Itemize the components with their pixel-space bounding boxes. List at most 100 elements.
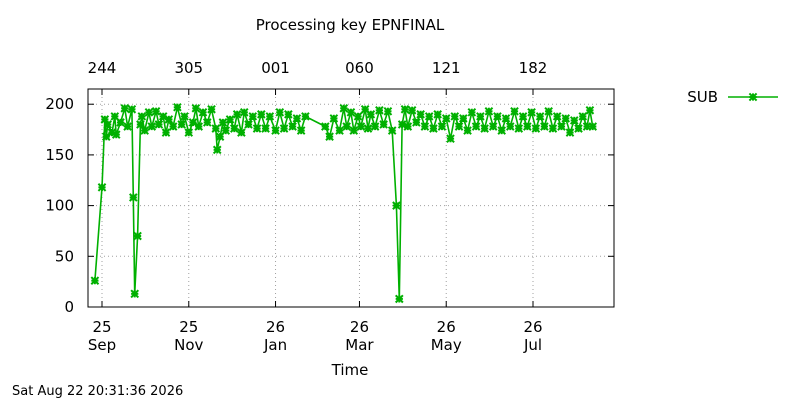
data-point <box>518 112 528 121</box>
data-point <box>218 118 228 127</box>
data-point <box>574 124 583 133</box>
data-point <box>353 112 363 121</box>
data-point <box>450 112 460 121</box>
data-point <box>387 126 397 135</box>
x-tick-label-day: 26 <box>350 318 369 336</box>
data-point <box>184 128 194 137</box>
data-point <box>111 130 121 139</box>
data-point <box>366 110 376 119</box>
data-point <box>147 122 157 131</box>
data-point <box>252 124 262 133</box>
data-point <box>565 128 575 137</box>
data-point <box>194 122 204 131</box>
data-point <box>103 120 112 129</box>
top-tick-label: 060 <box>345 59 374 77</box>
x-tick-label-month: Mar <box>345 336 374 354</box>
data-point <box>360 104 370 114</box>
data-point <box>407 105 417 115</box>
data-point <box>392 201 401 210</box>
data-point <box>505 122 515 131</box>
data-point <box>244 120 253 129</box>
data-point <box>292 114 302 123</box>
x-tick-label-day: 26 <box>523 318 542 336</box>
data-point <box>544 106 553 116</box>
data-point <box>557 122 566 131</box>
data-point <box>349 126 359 135</box>
axes: 05010015020025Sep25Nov26Jan26Mar26May26J… <box>45 59 614 354</box>
data-point <box>578 112 588 121</box>
data-point <box>128 193 138 202</box>
data-point <box>375 105 384 115</box>
data-point <box>207 104 216 114</box>
data-point <box>154 120 164 129</box>
legend: SUB <box>687 88 778 106</box>
y-tick-label: 150 <box>45 146 74 164</box>
x-tick-label-day: 25 <box>179 318 198 336</box>
data-point <box>296 126 306 135</box>
x-tick-label-month: Nov <box>174 336 203 354</box>
data-point <box>173 102 182 112</box>
data-point <box>471 122 481 131</box>
data-point <box>279 124 289 133</box>
data-point <box>480 124 489 133</box>
data-point <box>248 112 258 121</box>
data-point <box>140 126 149 135</box>
top-tick-label: 305 <box>174 59 203 77</box>
data-point <box>531 124 541 133</box>
data-point <box>561 114 571 123</box>
data-point <box>261 124 270 133</box>
timestamp: Sat Aug 22 20:31:36 2026 <box>12 384 183 399</box>
data-point <box>424 112 434 121</box>
x-axis-label: Time <box>331 361 369 379</box>
data-point <box>168 122 178 131</box>
data-point <box>301 112 310 121</box>
data-point <box>101 132 111 141</box>
data-point <box>416 110 425 119</box>
plot-frame <box>87 88 615 308</box>
data-point <box>271 126 280 135</box>
x-tick-label-month: May <box>431 336 462 354</box>
data-point <box>265 112 275 121</box>
x-tick-label-month: Jul <box>523 336 542 354</box>
data-point <box>335 126 344 135</box>
series-sub <box>90 102 598 304</box>
data-point <box>110 112 120 121</box>
data-point <box>288 122 297 131</box>
y-tick-label: 50 <box>55 247 74 265</box>
data-point <box>484 106 494 116</box>
data-point <box>191 103 201 113</box>
data-point <box>585 105 595 115</box>
data-point <box>151 106 161 116</box>
data-point <box>137 112 147 121</box>
x-tick-label-day: 26 <box>266 318 285 336</box>
data-point <box>394 294 404 304</box>
data-point <box>164 115 174 124</box>
data-point <box>211 124 221 133</box>
data-point <box>501 114 511 123</box>
data-point <box>433 110 443 119</box>
data-point <box>237 128 246 137</box>
data-point <box>239 108 249 117</box>
data-point <box>535 112 545 121</box>
data-point <box>136 120 145 129</box>
data-point <box>221 126 231 135</box>
data-point <box>458 114 468 123</box>
data-point <box>212 145 222 155</box>
data-point <box>476 112 485 121</box>
data-point <box>325 132 334 141</box>
data-point <box>446 134 455 143</box>
data-point <box>97 183 107 192</box>
data-point <box>523 122 532 131</box>
data-point <box>356 122 366 131</box>
data-point <box>548 124 558 133</box>
data-point <box>412 118 421 127</box>
data-point <box>569 116 579 125</box>
data-point <box>127 104 137 114</box>
data-point <box>379 120 388 129</box>
data-point <box>321 122 330 131</box>
x-tick-label-day: 25 <box>92 318 111 336</box>
data-point <box>116 118 125 127</box>
data-point <box>454 122 464 131</box>
chart-title: Processing key EPNFINAL <box>256 16 445 34</box>
